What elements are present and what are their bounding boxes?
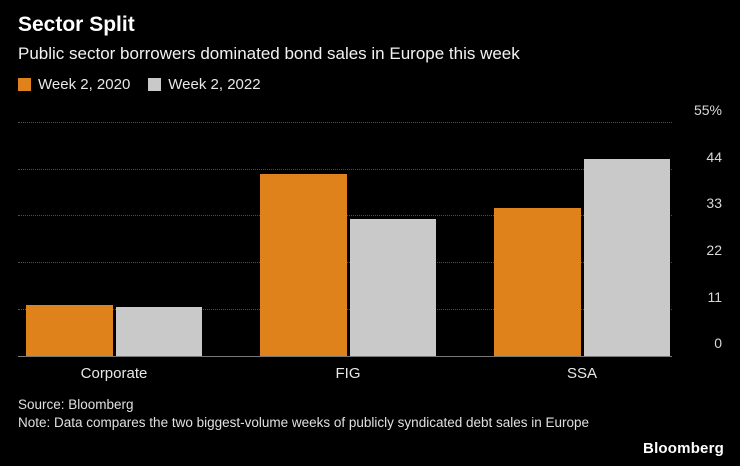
- x-axis-category-label: SSA: [566, 365, 597, 383]
- x-axis-category-label: FIG: [335, 365, 361, 383]
- legend-swatch-icon: [18, 78, 31, 92]
- y-axis-tick-label: 11: [707, 288, 722, 305]
- chart-footer: Source: Bloomberg Note: Data compares th…: [18, 396, 722, 432]
- bar-corporate-week-2-2022: [115, 307, 202, 357]
- note-text: Note: Data compares the two biggest-volu…: [18, 415, 590, 431]
- bar-fig-week-2-2022: [349, 218, 436, 357]
- bar-group-fig: [260, 123, 436, 357]
- y-axis-tick-label: 0: [714, 335, 722, 352]
- chart-title: Sector Split: [18, 13, 135, 36]
- plot-area: 0 11 22 33 44 55%: [18, 103, 722, 358]
- bar-corporate-week-2-2020: [26, 305, 113, 357]
- legend-label: Week 2, 2022: [168, 76, 261, 94]
- bar-ssa-week-2-2022: [583, 159, 670, 357]
- y-axis-tick-label: 22: [706, 242, 722, 258]
- bar-chart: 0 11 22 33 44 55% Corporate FIG SSA: [18, 103, 722, 382]
- chart-subtitle: Public sector borrowers dominated bond s…: [18, 44, 520, 64]
- legend: Week 2, 2020 Week 2, 2022: [18, 76, 722, 93]
- y-axis-tick-label: 33: [706, 195, 722, 212]
- bar-groups: [18, 123, 672, 357]
- gridline: [18, 122, 672, 124]
- bloomberg-logo: Bloomberg: [643, 440, 724, 457]
- category-labels: Corporate FIG SSA: [18, 365, 672, 382]
- legend-label: Week 2, 2020: [38, 76, 131, 94]
- y-axis-tick-label: 55%: [693, 102, 722, 119]
- bar-ssa-week-2-2020: [494, 207, 581, 357]
- legend-item: Week 2, 2020: [18, 76, 130, 93]
- bar-group-ssa: [494, 123, 670, 357]
- x-axis-category-label: Corporate: [80, 365, 148, 383]
- source-text: Source: Bloomberg: [18, 397, 134, 413]
- legend-item: Week 2, 2022: [148, 76, 261, 94]
- bar-fig-week-2-2020: [260, 174, 347, 357]
- bar-group-corporate: [26, 123, 202, 357]
- gridline: [18, 168, 672, 170]
- legend-swatch-icon: [148, 78, 162, 92]
- y-axis-tick-label: 44: [706, 148, 722, 165]
